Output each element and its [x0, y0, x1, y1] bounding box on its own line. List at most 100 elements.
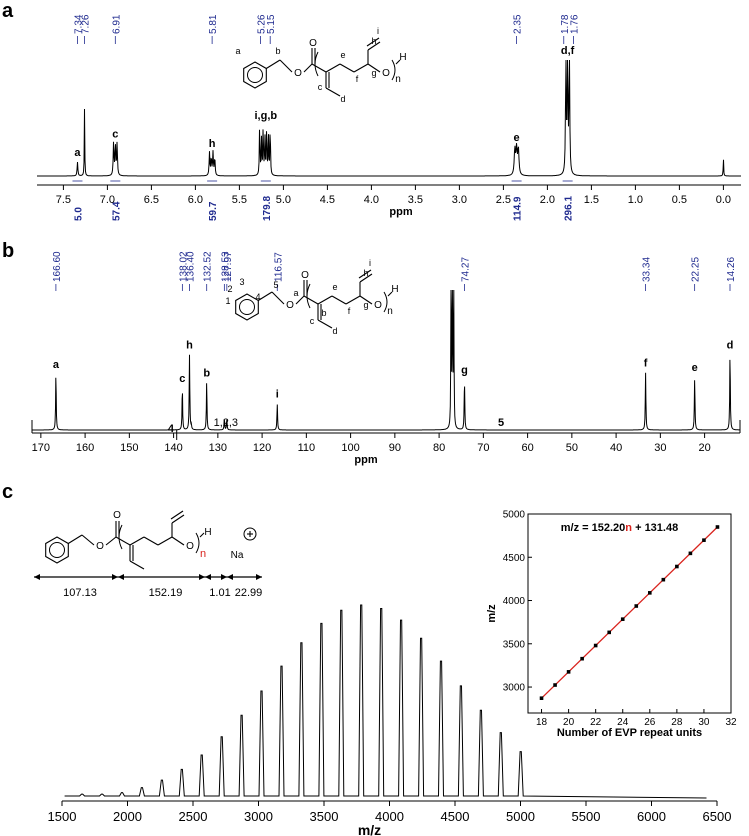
x-tick-label: 4.5: [320, 194, 335, 206]
repeat-n-label: n: [200, 548, 206, 560]
peak-shift-label: 136.40: [186, 251, 197, 282]
proton-label: f: [356, 74, 359, 84]
inset-data-point: [702, 538, 706, 542]
panel-label-c: c: [2, 481, 14, 503]
x-axis-title: m/z: [358, 822, 381, 836]
peak-assignment-label: i: [276, 388, 279, 400]
inset-x-tick-label: 28: [671, 717, 683, 728]
repeat-bracket-right: [391, 59, 396, 81]
x-tick-label: 6.0: [188, 194, 203, 206]
bond: [317, 295, 333, 305]
x-axis-title: ppm: [389, 206, 412, 218]
bond: [129, 536, 145, 546]
proton-label: b: [275, 46, 280, 56]
fragment-arrowhead-left: [205, 574, 211, 580]
carbon-label: e: [332, 282, 337, 292]
panel-a-1h-nmr: a c h i,g,b e d,f 7.347.26 6.91 5.81 5.265.15 2.35…: [37, 14, 741, 221]
inset-x-tick-label: 32: [725, 717, 737, 728]
inset-y-axis-title: m/z: [486, 604, 498, 623]
bond: [311, 63, 327, 73]
x-tick-label: 110: [298, 442, 316, 454]
inset-equation-part: + 131.48: [632, 522, 678, 534]
carbon-label: a: [293, 288, 298, 298]
x-tick-label: 150: [120, 442, 138, 454]
bond: [359, 273, 373, 283]
inset-x-tick-label: 24: [617, 717, 629, 728]
carbon-label: f: [348, 306, 351, 316]
bond: [143, 536, 159, 546]
peak-shift-label: 74.27: [460, 257, 471, 282]
integral-value: 296.1: [564, 196, 575, 221]
peak-assignment-label: d: [727, 339, 734, 351]
bond: [157, 536, 173, 546]
inset-data-point: [539, 696, 544, 700]
bond: [115, 536, 131, 546]
inset-data-point: [593, 643, 598, 648]
peak-assignment-label: g: [461, 365, 468, 377]
x-tick-label: 2.0: [540, 194, 555, 206]
carbon-label: c: [310, 316, 315, 326]
mass-spectrum-trace: [64, 604, 707, 799]
bond: [358, 269, 372, 279]
x-tick-label: 2.5: [496, 194, 511, 206]
integral-value: 57.4: [111, 201, 122, 221]
oxygen-label: O: [374, 300, 382, 311]
peak-assignment-label: h: [209, 138, 216, 150]
bond: [265, 59, 281, 69]
peak-shift-label: 1.76: [570, 14, 581, 34]
repeat-bracket-right: [195, 532, 200, 554]
panel-label-a: a: [2, 0, 14, 22]
inset-equation-n: n: [625, 522, 632, 534]
proton-label: h: [371, 36, 376, 46]
x-tick-label: 6500: [703, 809, 732, 824]
x-tick-label: 60: [521, 442, 533, 454]
x-tick-label: 80: [433, 442, 445, 454]
carbon-label: g: [363, 300, 368, 310]
x-tick-label: 90: [389, 442, 401, 454]
benzene-aromatic-circle: [247, 67, 263, 83]
end-h-label: H: [391, 284, 398, 295]
peak-shift-label: 128.53: [220, 251, 231, 282]
x-tick-label: 2500: [179, 809, 208, 824]
inset-y-tick-label: 4000: [503, 596, 526, 607]
bond: [105, 536, 117, 546]
x-tick-label: 40: [610, 442, 622, 454]
inset-y-tick-label: 4500: [503, 553, 526, 564]
peak-shift-label: 5.26: [257, 14, 268, 34]
fragment-arrowhead-left: [34, 574, 40, 580]
inset-data-point: [715, 525, 720, 529]
bond: [395, 59, 401, 65]
peak-assignment-label: c: [112, 129, 118, 141]
repeat-bracket-left: [306, 283, 311, 309]
repeat-bracket-left: [118, 524, 123, 550]
inset-x-tick-label: 30: [698, 717, 710, 728]
carbon-label: d: [332, 326, 337, 336]
peak-assignment-label: b: [203, 367, 210, 379]
peak-shift-label: 7.26: [81, 14, 92, 34]
peak-shift-label: 5.81: [208, 14, 219, 34]
peak-shift-label: 22.25: [691, 257, 702, 282]
x-tick-label: 100: [341, 442, 359, 454]
peak-assignment-label: 1,2,3: [214, 417, 238, 429]
oxygen-label: O: [309, 38, 317, 49]
x-tick-label: 3.5: [408, 194, 423, 206]
peak-shift-label: 1.78: [560, 14, 571, 34]
carbon-4-label: 4: [168, 423, 175, 435]
bond: [171, 514, 185, 524]
oxygen-label: O: [113, 510, 121, 521]
peak-assignment-label: c: [179, 373, 185, 385]
integral-value: 59.7: [208, 201, 219, 221]
inset-y-tick-label: 3000: [503, 683, 526, 694]
x-tick-label: 170: [32, 442, 50, 454]
repeat-n-label: n: [387, 306, 393, 317]
x-tick-label: 160: [76, 442, 94, 454]
fragment-mass-label: 1.01: [209, 587, 230, 599]
benzene-aromatic-circle: [239, 299, 255, 315]
bond: [345, 295, 361, 305]
maldi-structure: O O OnH Na: [45, 510, 257, 570]
peak-shift-label: 5.15: [266, 14, 277, 34]
peak-shift-label: 166.60: [52, 251, 63, 282]
fragment-mass-label: 152.19: [149, 587, 183, 599]
